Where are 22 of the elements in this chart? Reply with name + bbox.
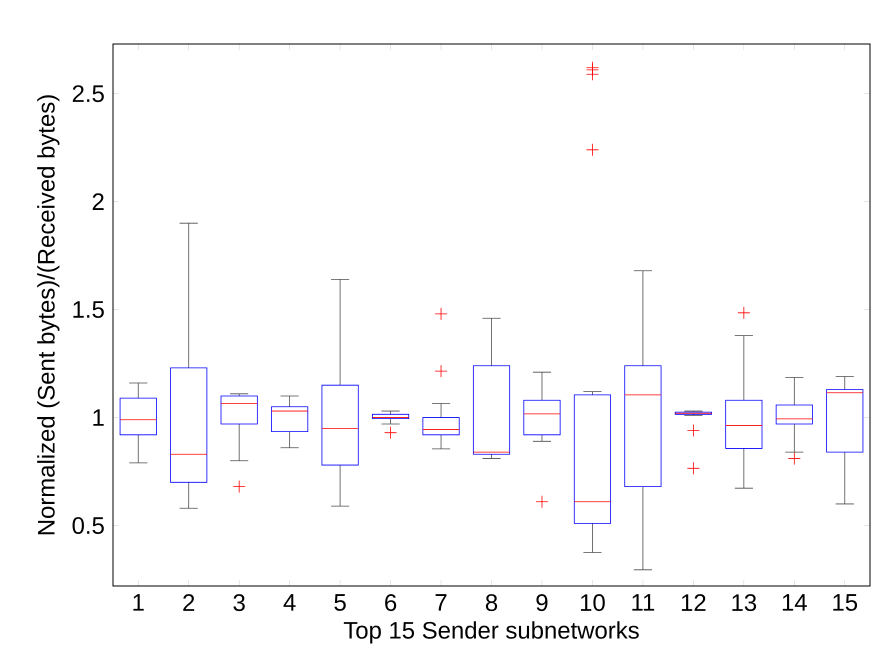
y-axis-title: Normalized (Sent bytes)/(Received bytes) (37, 95, 60, 534)
x-tick-label: 1 (133, 594, 144, 611)
x-tick-label: 8 (486, 594, 498, 612)
x-tick-label: 4 (284, 594, 296, 611)
x-tick-label: 15 (833, 594, 858, 611)
y-tick-label: 2 (92, 193, 104, 210)
x-tick-label: 9 (536, 594, 548, 612)
x-tick-label: 3 (233, 594, 245, 612)
x-tick-label: 6 (385, 594, 396, 612)
x-axis-title: Top 15 Sender subnetworks (344, 621, 639, 644)
x-tick-label: 7 (436, 594, 446, 611)
x-tick-label: 10 (580, 594, 605, 612)
x-tick-label: 12 (682, 594, 706, 611)
y-tick-label: 0.5 (72, 517, 104, 534)
y-tick-label: 2.5 (72, 85, 104, 102)
x-tick-label: 5 (334, 594, 346, 611)
y-tick-label: 1 (93, 409, 104, 426)
x-tick-label: 11 (632, 594, 654, 611)
y-tick-label: 1.5 (73, 301, 104, 318)
x-tick-label: 2 (183, 594, 194, 611)
x-tick-label: 13 (732, 594, 756, 612)
x-tick-label: 14 (782, 594, 807, 611)
